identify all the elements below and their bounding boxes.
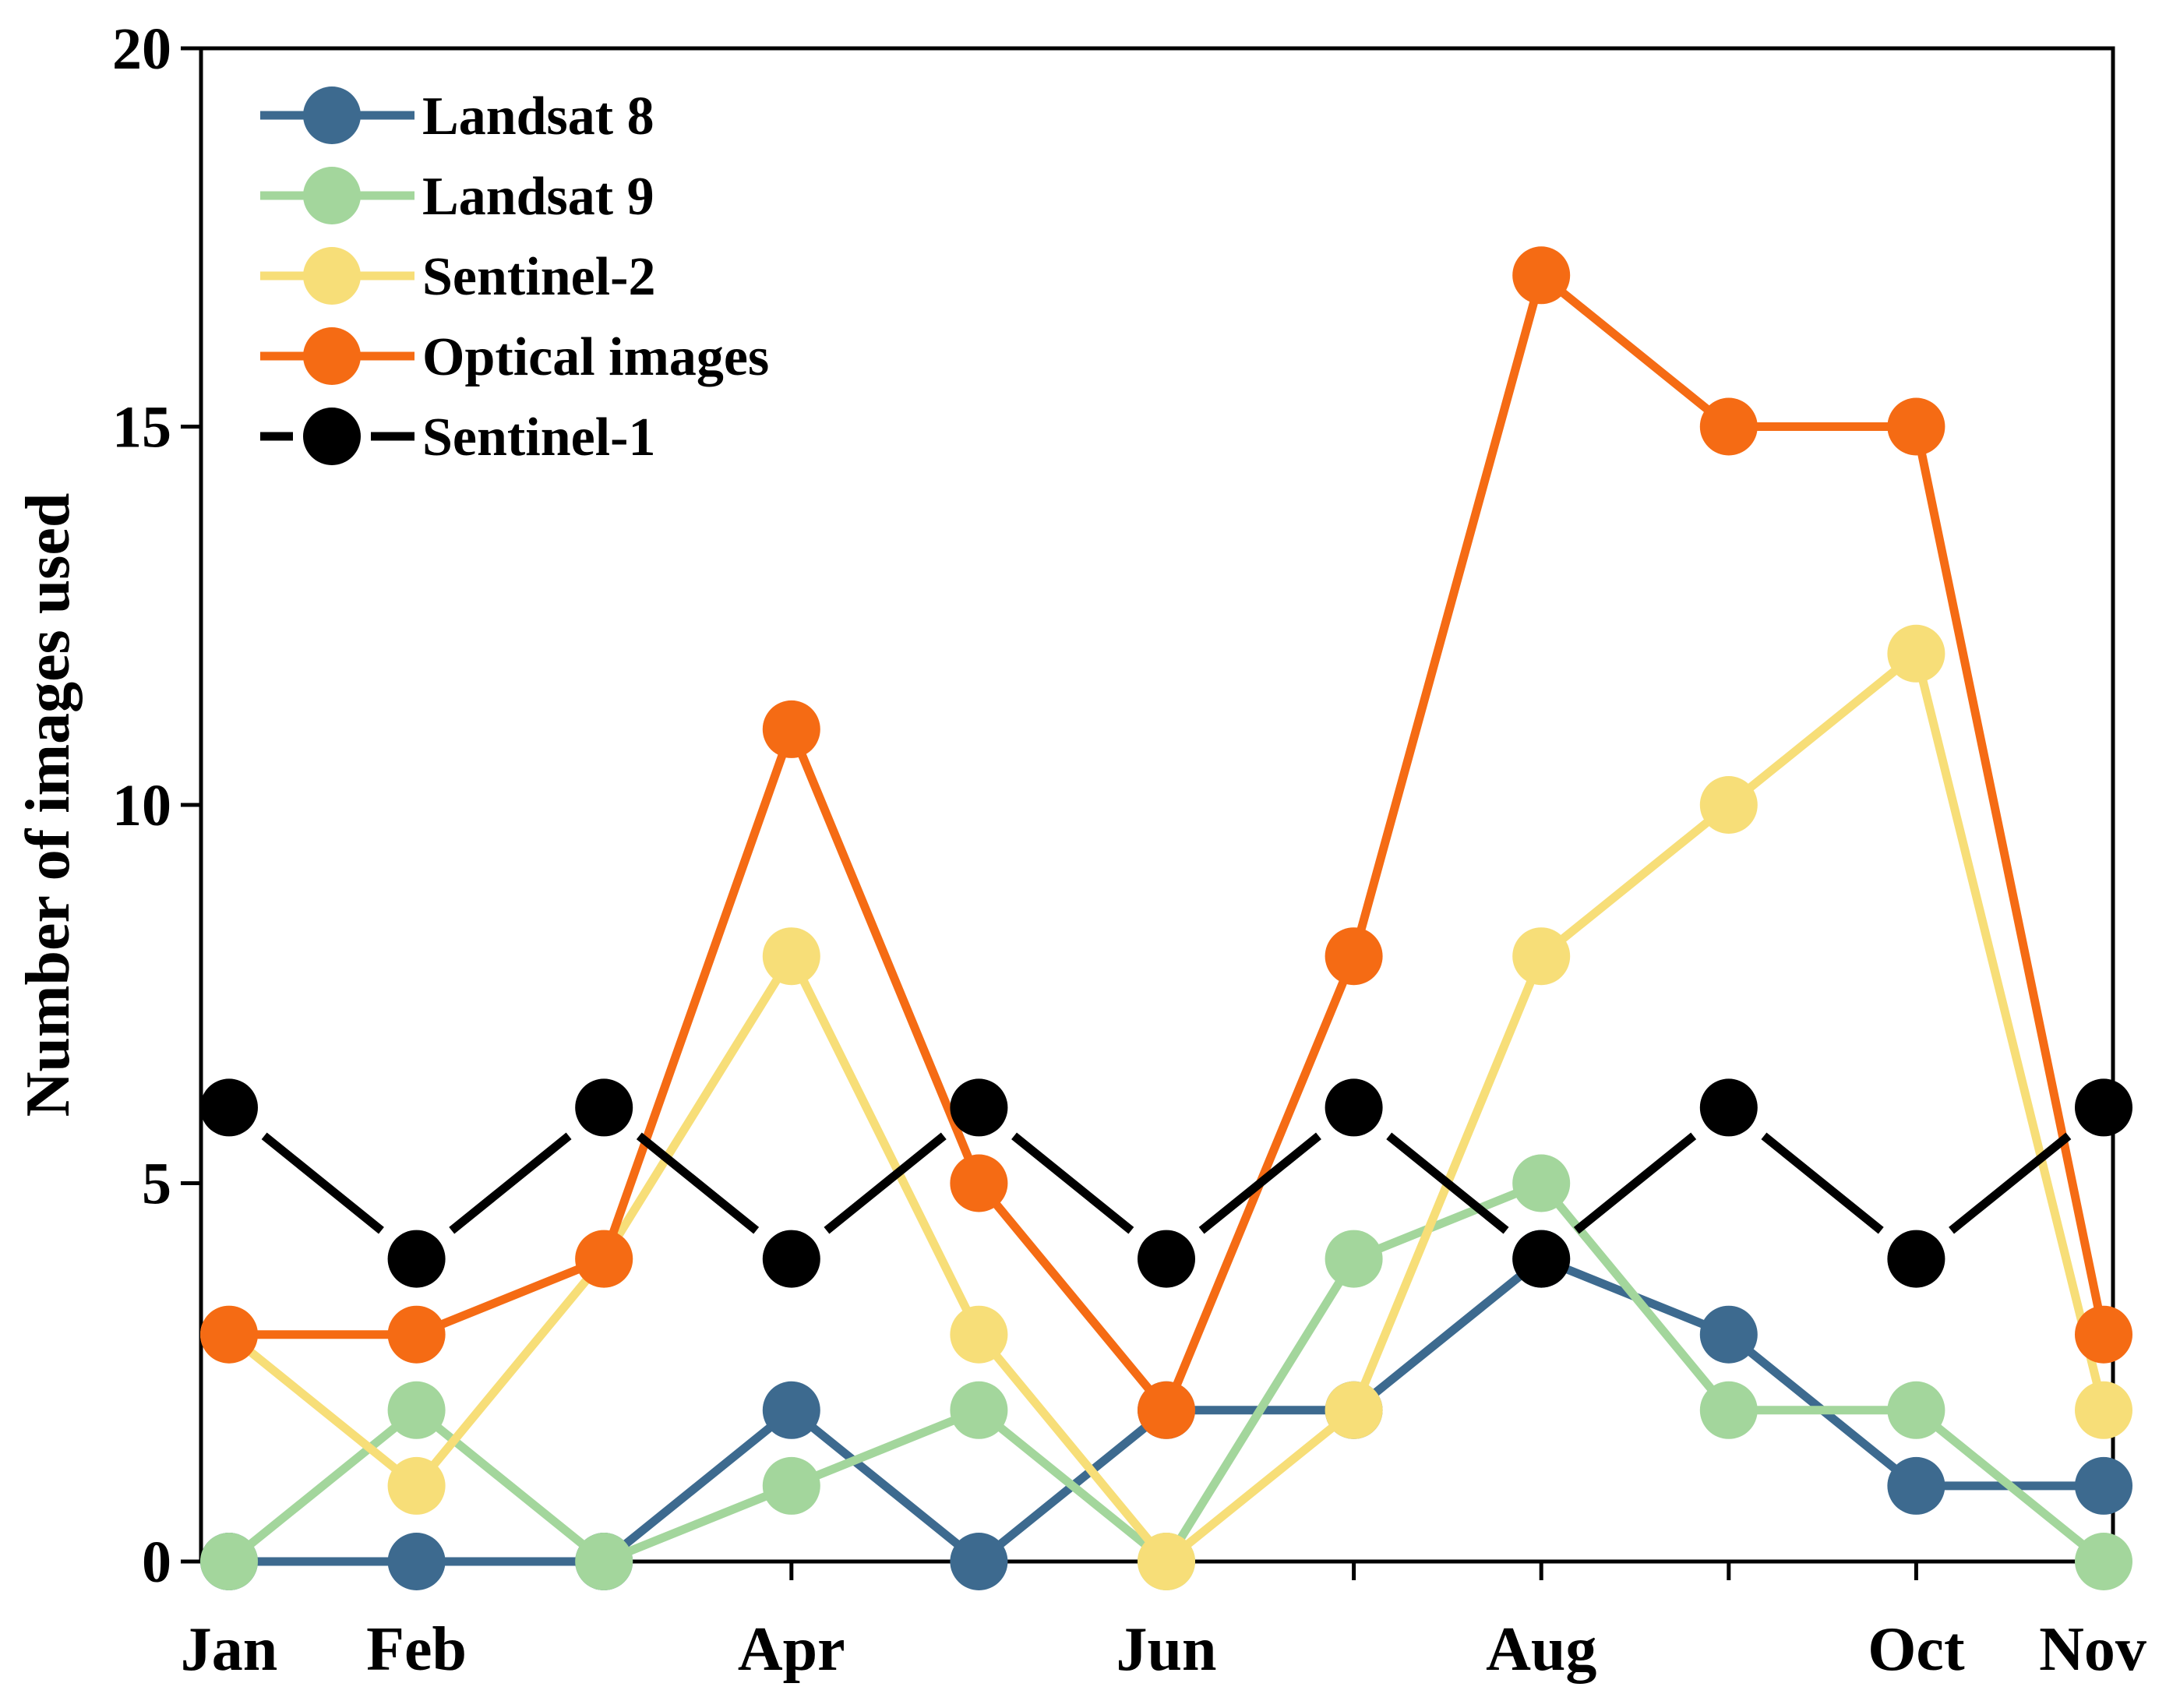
legend-item: Sentinel-1 — [260, 408, 655, 468]
x-tick-label: Apr — [738, 1615, 845, 1684]
data-point — [763, 1457, 820, 1515]
data-point — [575, 1078, 633, 1136]
data-point — [575, 1533, 633, 1590]
data-point — [1700, 398, 1758, 456]
legend-item: Sentinel-2 — [260, 247, 655, 307]
data-point — [763, 700, 820, 758]
chart-svg: 0 5 10 15 20 Jan Feb Apr Jun Aug Oct Nov Number of i… — [0, 0, 2180, 1704]
x-tick-label: Feb — [366, 1615, 467, 1684]
y-tick-label: 15 — [112, 395, 171, 461]
data-point — [763, 927, 820, 985]
data-point — [1325, 927, 1383, 985]
series-line-segment — [1201, 1136, 1318, 1230]
series-line-segment — [1576, 1136, 1693, 1230]
data-point — [1512, 1230, 1570, 1288]
x-tick-label: Nov — [2039, 1615, 2146, 1684]
y-axis-label: Number of images used — [14, 493, 83, 1117]
data-point — [388, 1306, 446, 1364]
data-point — [1700, 776, 1758, 834]
x-tick-label: Aug — [1486, 1615, 1596, 1684]
data-point — [2075, 1078, 2132, 1136]
legend-marker — [303, 327, 361, 385]
series-landsat-9 — [200, 1155, 2132, 1591]
data-point — [763, 1230, 820, 1288]
legend: Landsat 8 Landsat 9 Sentinel-2 Optical imag… — [260, 86, 769, 468]
data-point — [388, 1457, 446, 1515]
x-tick-label: Oct — [1868, 1615, 1965, 1684]
data-point — [388, 1382, 446, 1439]
data-point — [1138, 1230, 1195, 1288]
x-tick-label: Jan — [181, 1615, 278, 1684]
series-line-segment — [1389, 1136, 1506, 1230]
data-point — [950, 1306, 1007, 1364]
data-point — [1700, 1382, 1758, 1439]
y-tick-label: 20 — [112, 16, 171, 82]
data-point — [1138, 1533, 1195, 1590]
series-line-segment — [1014, 1136, 1131, 1230]
data-point — [1138, 1382, 1195, 1439]
y-tick-label: 5 — [142, 1152, 171, 1217]
series-sentinel-1 — [200, 1078, 2132, 1287]
data-point — [200, 1078, 258, 1136]
data-point — [388, 1533, 446, 1590]
series-line-segment — [452, 1136, 569, 1230]
data-point — [1700, 1078, 1758, 1136]
data-point — [1512, 927, 1570, 985]
legend-label: Optical images — [422, 327, 769, 387]
legend-label: Sentinel-2 — [422, 247, 655, 307]
legend-label: Landsat 8 — [422, 86, 654, 146]
data-point — [1325, 1382, 1383, 1439]
data-point — [2075, 1382, 2132, 1439]
data-point — [2075, 1457, 2132, 1515]
series-sentinel-2 — [200, 625, 2132, 1590]
series-line-segment — [1764, 1136, 1881, 1230]
legend-marker — [303, 167, 361, 224]
data-point — [950, 1155, 1007, 1212]
data-point — [200, 1306, 258, 1364]
data-point — [763, 1382, 820, 1439]
data-point — [1512, 1155, 1570, 1212]
y-tick-label: 0 — [142, 1530, 171, 1595]
legend-label: Sentinel-1 — [422, 408, 655, 468]
legend-item: Landsat 9 — [260, 167, 654, 227]
data-point — [1887, 1457, 1945, 1515]
x-tick-label: Jun — [1116, 1615, 1217, 1684]
data-point — [1887, 1382, 1945, 1439]
data-point — [200, 1533, 258, 1590]
data-point — [388, 1230, 446, 1288]
legend-marker — [303, 408, 361, 465]
line-chart: 0 5 10 15 20 Jan Feb Apr Jun Aug Oct Nov Number of i… — [0, 0, 2180, 1704]
data-point — [1325, 1230, 1383, 1288]
data-point — [1700, 1306, 1758, 1364]
data-point — [950, 1078, 1007, 1136]
data-point — [950, 1533, 1007, 1590]
data-point — [2075, 1306, 2132, 1364]
data-point — [1887, 1230, 1945, 1288]
legend-marker — [303, 86, 361, 144]
y-tick-label: 10 — [112, 773, 171, 838]
legend-label: Landsat 9 — [422, 167, 654, 227]
data-point — [2075, 1533, 2132, 1590]
data-point — [1325, 1078, 1383, 1136]
data-point — [1887, 398, 1945, 456]
series-line-segment — [264, 1136, 381, 1230]
legend-item: Optical images — [260, 327, 769, 387]
data-point — [575, 1230, 633, 1288]
legend-item: Landsat 8 — [260, 86, 654, 146]
data-point — [1512, 246, 1570, 304]
legend-marker — [303, 247, 361, 305]
data-point — [950, 1382, 1007, 1439]
series-line-segment — [639, 1136, 756, 1230]
data-point — [1887, 625, 1945, 683]
